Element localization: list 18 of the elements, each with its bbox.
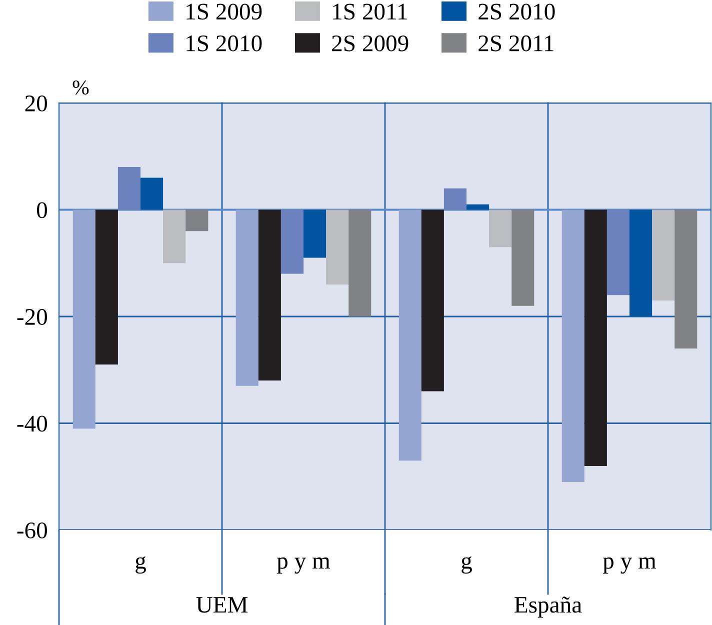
text: UEM xyxy=(196,597,248,613)
text: España xyxy=(514,596,582,618)
legend-label: 2S 2010 xyxy=(478,4,555,20)
legend-label: 1S 2010 xyxy=(186,35,262,52)
legend-label: 2S 2009 xyxy=(332,35,408,52)
y-tick-label: -40 xyxy=(17,416,47,432)
legend-label: 1S 2009 xyxy=(186,4,262,20)
x-tick-label: g xyxy=(462,556,472,574)
y-tick-label: -20 xyxy=(17,308,47,325)
y-tick-label: 20 xyxy=(25,95,47,112)
legend-label: 1S 2011 xyxy=(333,4,407,20)
y-tick-label: -60 xyxy=(17,522,47,538)
x-tick-label: p y m xyxy=(276,557,330,574)
x-tick-label: p y m xyxy=(602,557,656,574)
legend-label: 2S 2011 xyxy=(478,35,554,52)
y-tick-label: 0 xyxy=(36,202,47,218)
y-axis-title: % xyxy=(72,80,89,95)
x-tick-label: g xyxy=(136,556,146,574)
